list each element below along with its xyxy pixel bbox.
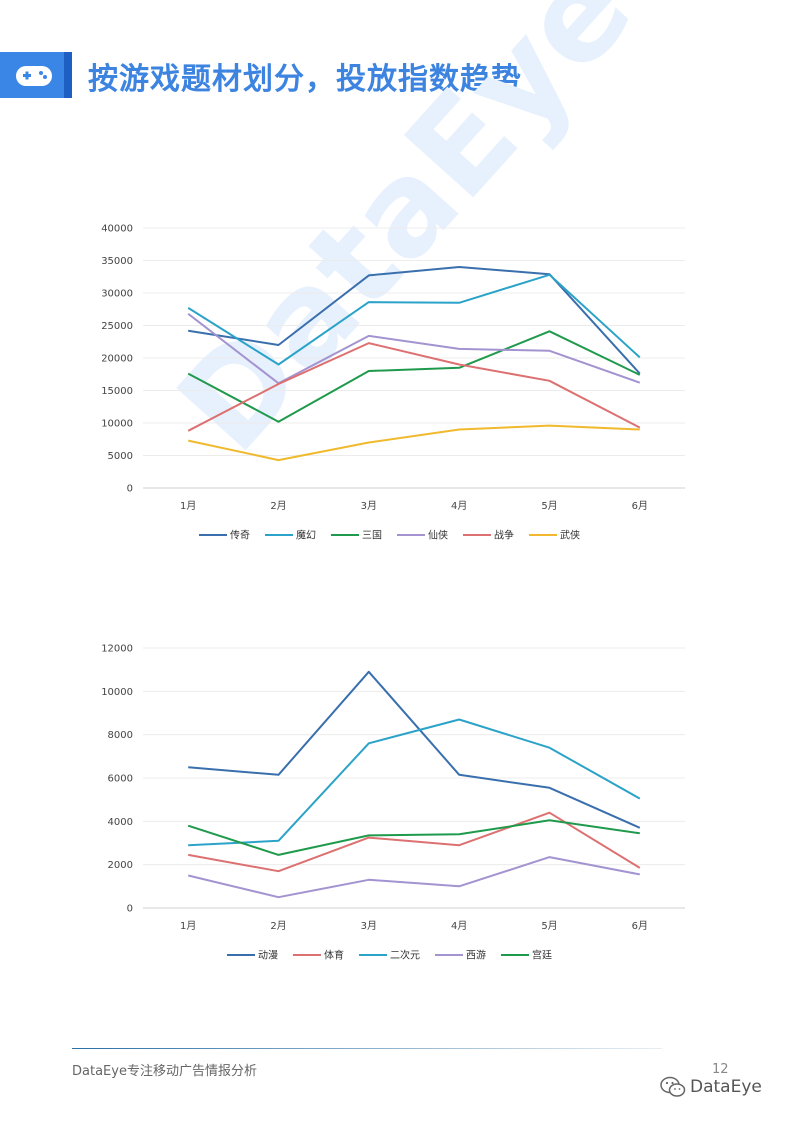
footer-text: DataEye专注移动广告情报分析: [72, 1064, 257, 1079]
y-tick-label: 10000: [101, 687, 133, 698]
y-tick-label: 12000: [101, 644, 133, 655]
x-tick-label: 6月: [632, 920, 648, 932]
brand-name: DataEye: [690, 1077, 762, 1097]
x-tick-label: 2月: [270, 500, 286, 512]
x-tick-label: 2月: [270, 920, 286, 932]
wechat-icon: [660, 1076, 686, 1097]
footer-divider: [72, 1048, 662, 1049]
legend-label: 武侠: [560, 529, 580, 542]
legend-label: 三国: [362, 530, 382, 542]
page-number: 12: [712, 1062, 729, 1077]
legend-label: 战争: [494, 529, 514, 542]
x-tick-label: 5月: [541, 920, 557, 932]
gamepad-icon: [16, 66, 52, 86]
y-tick-label: 6000: [108, 774, 133, 785]
y-tick-label: 15000: [101, 386, 133, 397]
legend-label: 传奇: [230, 529, 250, 542]
y-tick-label: 0: [127, 904, 133, 915]
header-badge: [0, 52, 72, 98]
y-tick-label: 40000: [101, 224, 133, 235]
header-badge-strip: [64, 52, 72, 98]
x-tick-label: 4月: [451, 500, 467, 512]
series-line: [187, 424, 640, 462]
genre-trend-chart: 0 5000 10000 15000 20000 25000 30000 35000 40000…: [101, 224, 685, 542]
y-tick-label: 2000: [108, 860, 133, 871]
page-title: 按游戏题材划分，投放指数趋势: [88, 62, 522, 97]
legend-label: 宫廷: [532, 949, 552, 962]
series-line: [187, 273, 641, 366]
y-tick-label: 5000: [108, 451, 133, 462]
legend-label: 动漫: [258, 950, 278, 962]
y-tick-label: 4000: [108, 817, 133, 828]
series-line: [187, 856, 640, 899]
legend-label: 西游: [466, 949, 486, 962]
series-line: [187, 342, 641, 432]
x-tick-label: 4月: [451, 920, 467, 932]
x-tick-label: 6月: [632, 500, 648, 512]
x-tick-label: 3月: [361, 920, 377, 932]
series-line: [187, 330, 641, 423]
legend-label: 仙侠: [428, 529, 448, 542]
x-tick-label: 5月: [541, 500, 557, 512]
series-line: [188, 670, 641, 829]
y-tick-label: 8000: [108, 730, 133, 741]
y-tick-label: 0: [127, 484, 133, 495]
y-tick-label: 20000: [101, 354, 133, 365]
legend-label: 体育: [324, 949, 344, 962]
legend-label: 魔幻: [296, 529, 316, 542]
series-line: [187, 819, 640, 856]
y-tick-label: 30000: [101, 289, 133, 300]
x-tick-label: 1月: [180, 500, 196, 512]
series-line: [188, 266, 641, 375]
series-line: [188, 718, 641, 847]
x-tick-label: 1月: [180, 920, 196, 932]
wechat-brand: DataEye: [660, 1076, 762, 1098]
subgenre-trend-chart: 0 2000 4000 6000 8000 10000 12000 1月 2月 3月 4月 5月 6月动…: [101, 644, 685, 962]
series-line: [187, 313, 641, 385]
y-tick-label: 10000: [101, 419, 133, 430]
y-tick-label: 35000: [101, 256, 133, 267]
legend-label: 二次元: [390, 949, 420, 962]
y-tick-label: 25000: [101, 321, 133, 332]
x-tick-label: 3月: [361, 500, 377, 512]
